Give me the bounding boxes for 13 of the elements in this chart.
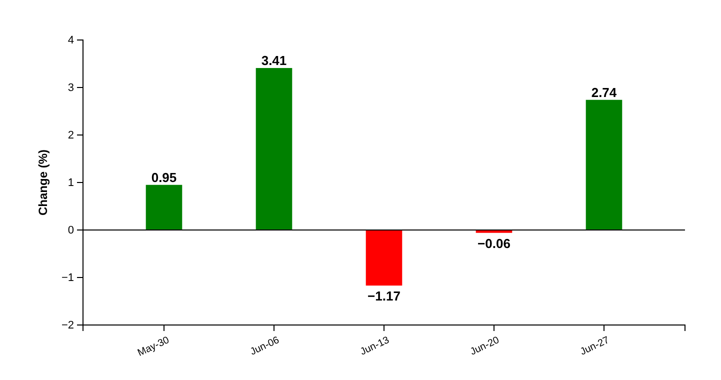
y-tick-label: 3 xyxy=(68,82,74,94)
y-tick-label: −2 xyxy=(61,320,74,332)
y-tick-label: −1 xyxy=(61,272,74,284)
data-label: −1.17 xyxy=(368,288,400,304)
data-label: 2.74 xyxy=(591,84,618,100)
y-tick-label: 4 xyxy=(68,34,74,47)
y-tick-label: 1 xyxy=(68,177,74,190)
y-tick-label: 0 xyxy=(68,224,74,237)
y-tick-label: 2 xyxy=(68,130,74,142)
y-axis-title: Change (%) xyxy=(36,149,50,216)
data-label: −0.06 xyxy=(478,236,510,251)
data-label: 3.41 xyxy=(261,53,287,68)
data-label: 0.95 xyxy=(151,170,177,185)
